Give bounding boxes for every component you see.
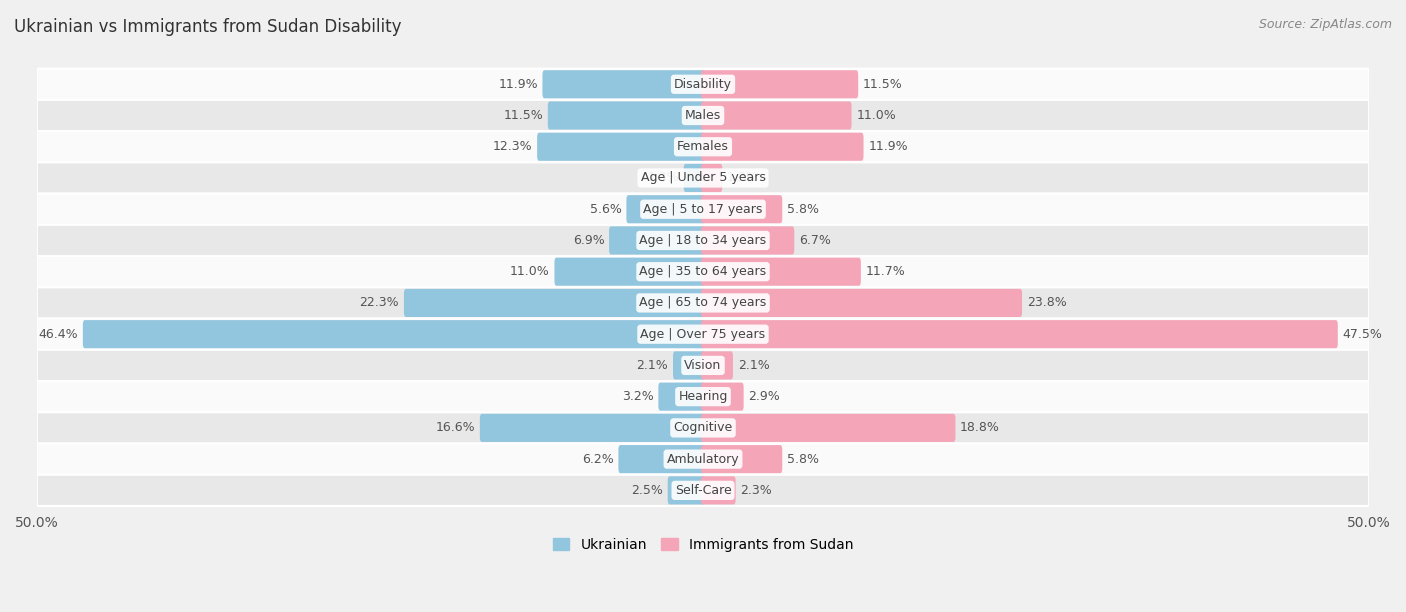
FancyBboxPatch shape bbox=[37, 444, 1369, 475]
FancyBboxPatch shape bbox=[702, 258, 860, 286]
Text: 5.8%: 5.8% bbox=[787, 203, 818, 215]
Legend: Ukrainian, Immigrants from Sudan: Ukrainian, Immigrants from Sudan bbox=[547, 532, 859, 558]
FancyBboxPatch shape bbox=[479, 414, 704, 442]
FancyBboxPatch shape bbox=[37, 162, 1369, 193]
Text: Age | 5 to 17 years: Age | 5 to 17 years bbox=[644, 203, 762, 215]
Text: Self-Care: Self-Care bbox=[675, 484, 731, 497]
Text: Vision: Vision bbox=[685, 359, 721, 372]
FancyBboxPatch shape bbox=[702, 289, 1022, 317]
Text: 2.5%: 2.5% bbox=[631, 484, 664, 497]
FancyBboxPatch shape bbox=[37, 319, 1369, 350]
Text: Disability: Disability bbox=[673, 78, 733, 91]
Text: 18.8%: 18.8% bbox=[960, 422, 1000, 435]
Text: 2.1%: 2.1% bbox=[738, 359, 769, 372]
FancyBboxPatch shape bbox=[619, 445, 704, 473]
Text: 22.3%: 22.3% bbox=[360, 296, 399, 310]
Text: 46.4%: 46.4% bbox=[38, 327, 79, 341]
Text: 5.6%: 5.6% bbox=[591, 203, 621, 215]
Text: 2.3%: 2.3% bbox=[741, 484, 772, 497]
Text: Hearing: Hearing bbox=[678, 390, 728, 403]
FancyBboxPatch shape bbox=[554, 258, 704, 286]
Text: Age | 65 to 74 years: Age | 65 to 74 years bbox=[640, 296, 766, 310]
Text: Age | 18 to 34 years: Age | 18 to 34 years bbox=[640, 234, 766, 247]
Text: 1.3%: 1.3% bbox=[727, 171, 759, 184]
FancyBboxPatch shape bbox=[658, 382, 704, 411]
Text: 11.0%: 11.0% bbox=[510, 265, 550, 278]
FancyBboxPatch shape bbox=[702, 164, 723, 192]
Text: Age | 35 to 64 years: Age | 35 to 64 years bbox=[640, 265, 766, 278]
FancyBboxPatch shape bbox=[37, 350, 1369, 381]
FancyBboxPatch shape bbox=[83, 320, 704, 348]
FancyBboxPatch shape bbox=[702, 133, 863, 161]
FancyBboxPatch shape bbox=[702, 70, 858, 99]
Text: Ambulatory: Ambulatory bbox=[666, 453, 740, 466]
FancyBboxPatch shape bbox=[37, 256, 1369, 287]
FancyBboxPatch shape bbox=[702, 226, 794, 255]
Text: 6.9%: 6.9% bbox=[572, 234, 605, 247]
FancyBboxPatch shape bbox=[702, 102, 852, 130]
FancyBboxPatch shape bbox=[37, 381, 1369, 412]
Text: 11.7%: 11.7% bbox=[866, 265, 905, 278]
FancyBboxPatch shape bbox=[683, 164, 704, 192]
Text: Ukrainian vs Immigrants from Sudan Disability: Ukrainian vs Immigrants from Sudan Disab… bbox=[14, 18, 402, 36]
FancyBboxPatch shape bbox=[37, 131, 1369, 162]
FancyBboxPatch shape bbox=[543, 70, 704, 99]
Text: 11.0%: 11.0% bbox=[856, 109, 896, 122]
Text: 5.8%: 5.8% bbox=[787, 453, 818, 466]
Text: 11.5%: 11.5% bbox=[503, 109, 543, 122]
FancyBboxPatch shape bbox=[702, 382, 744, 411]
FancyBboxPatch shape bbox=[609, 226, 704, 255]
FancyBboxPatch shape bbox=[702, 320, 1339, 348]
FancyBboxPatch shape bbox=[548, 102, 704, 130]
Text: 23.8%: 23.8% bbox=[1026, 296, 1067, 310]
Text: 6.7%: 6.7% bbox=[799, 234, 831, 247]
FancyBboxPatch shape bbox=[702, 351, 733, 379]
FancyBboxPatch shape bbox=[537, 133, 704, 161]
Text: Males: Males bbox=[685, 109, 721, 122]
Text: 3.2%: 3.2% bbox=[621, 390, 654, 403]
Text: Age | Under 5 years: Age | Under 5 years bbox=[641, 171, 765, 184]
Text: 12.3%: 12.3% bbox=[494, 140, 533, 153]
Text: Females: Females bbox=[678, 140, 728, 153]
FancyBboxPatch shape bbox=[37, 287, 1369, 319]
FancyBboxPatch shape bbox=[37, 225, 1369, 256]
FancyBboxPatch shape bbox=[37, 69, 1369, 100]
Text: 11.9%: 11.9% bbox=[498, 78, 538, 91]
Text: 11.5%: 11.5% bbox=[863, 78, 903, 91]
Text: Age | Over 75 years: Age | Over 75 years bbox=[641, 327, 765, 341]
FancyBboxPatch shape bbox=[37, 412, 1369, 444]
Text: Source: ZipAtlas.com: Source: ZipAtlas.com bbox=[1258, 18, 1392, 31]
Text: 6.2%: 6.2% bbox=[582, 453, 614, 466]
FancyBboxPatch shape bbox=[627, 195, 704, 223]
FancyBboxPatch shape bbox=[37, 100, 1369, 131]
FancyBboxPatch shape bbox=[702, 445, 782, 473]
Text: Cognitive: Cognitive bbox=[673, 422, 733, 435]
FancyBboxPatch shape bbox=[673, 351, 704, 379]
FancyBboxPatch shape bbox=[404, 289, 704, 317]
FancyBboxPatch shape bbox=[37, 475, 1369, 506]
FancyBboxPatch shape bbox=[702, 195, 782, 223]
Text: 2.1%: 2.1% bbox=[637, 359, 668, 372]
Text: 47.5%: 47.5% bbox=[1343, 327, 1382, 341]
Text: 11.9%: 11.9% bbox=[868, 140, 908, 153]
FancyBboxPatch shape bbox=[702, 476, 735, 504]
FancyBboxPatch shape bbox=[668, 476, 704, 504]
Text: 1.3%: 1.3% bbox=[647, 171, 679, 184]
FancyBboxPatch shape bbox=[702, 414, 956, 442]
FancyBboxPatch shape bbox=[37, 193, 1369, 225]
Text: 2.9%: 2.9% bbox=[748, 390, 780, 403]
Text: 16.6%: 16.6% bbox=[436, 422, 475, 435]
